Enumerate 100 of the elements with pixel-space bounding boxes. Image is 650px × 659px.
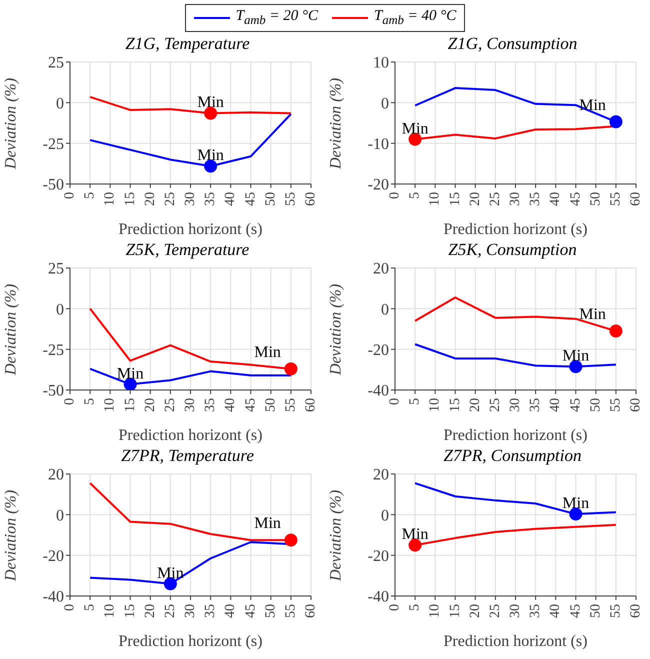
x-tick-label: 5 <box>408 192 423 199</box>
x-axis-title: Prediction horizont (s) <box>118 221 262 238</box>
annotation: Min <box>197 94 224 112</box>
y-tick-label: -20 <box>368 548 389 566</box>
chart-title: Z7PR, Temperature <box>120 446 255 466</box>
x-tick-label: 25 <box>162 604 178 618</box>
x-tick-label: 5 <box>82 398 98 405</box>
annotation: Min <box>197 147 224 164</box>
annotation: Min <box>254 344 281 361</box>
x-tick-label: 30 <box>508 192 523 206</box>
x-tick-label: 10 <box>428 604 443 618</box>
x-tick-label: 15 <box>448 192 463 206</box>
x-tick-label: 10 <box>428 192 443 206</box>
y-tick-label: 0 <box>381 507 389 524</box>
chart-title: Z1G, Consumption <box>446 34 578 54</box>
annotation: Min <box>402 120 428 138</box>
annotation: Min <box>562 348 590 365</box>
x-tick-label: 15 <box>122 604 138 618</box>
x-tick-label: 40 <box>223 398 238 412</box>
x-tick-label: 50 <box>588 192 604 206</box>
x-tick-label: 40 <box>223 604 238 618</box>
x-tick-label: 50 <box>263 398 278 412</box>
y-tick-label: -10 <box>368 136 389 154</box>
y-tick-label: 20 <box>48 466 64 484</box>
x-tick-label: 5 <box>408 604 423 611</box>
x-tick-label: 35 <box>528 398 544 412</box>
chart-title: Z7PR, Consumption <box>442 446 582 466</box>
x-tick-label: 15 <box>122 398 138 412</box>
x-tick-label: 45 <box>243 192 258 206</box>
x-tick-label: 20 <box>468 192 483 206</box>
x-tick-label: 35 <box>528 192 544 206</box>
chart-title: Z5K, Consumption <box>447 240 578 260</box>
x-axis-title: Prediction horizont (s) <box>444 633 588 650</box>
x-axis-title: Prediction horizont (s) <box>444 427 588 444</box>
x-tick-label: 30 <box>183 604 198 618</box>
x-tick-label: 35 <box>203 192 218 206</box>
y-tick-label: 10 <box>373 54 389 72</box>
x-tick-label: 10 <box>102 398 118 412</box>
x-tick-label: 50 <box>588 604 604 618</box>
y-axis-title: Deviation (%) <box>2 490 20 582</box>
x-tick-label: 40 <box>548 604 564 618</box>
x-tick-label: 0 <box>388 398 402 405</box>
x-tick-label: 20 <box>468 398 483 412</box>
x-tick-label: 55 <box>608 398 624 412</box>
x-tick-label: 15 <box>448 604 463 618</box>
annotation: Min <box>562 495 590 512</box>
x-tick-label: 0 <box>62 604 78 611</box>
y-tick-label: -40 <box>368 588 389 606</box>
x-tick-label: 40 <box>548 192 564 206</box>
x-tick-label: 55 <box>283 398 298 412</box>
x-tick-label: 50 <box>263 604 278 618</box>
x-tick-label: 55 <box>608 604 624 618</box>
annotation: Min <box>579 96 606 114</box>
x-tick-label: 40 <box>223 192 238 206</box>
x-tick-label: 25 <box>488 398 503 412</box>
x-tick-label: 50 <box>263 192 278 206</box>
x-tick-label: 45 <box>243 604 258 618</box>
y-tick-label: -25 <box>42 136 64 154</box>
x-tick-label: 25 <box>488 604 503 618</box>
x-tick-label: 15 <box>448 398 463 412</box>
x-tick-label: 50 <box>588 398 604 412</box>
x-tick-label: 30 <box>183 398 198 412</box>
chart-title: Z5K, Temperature <box>124 240 250 260</box>
x-tick-label: 10 <box>102 192 118 206</box>
y-tick-label: -25 <box>42 342 64 360</box>
x-tick-label: 25 <box>488 192 503 206</box>
x-tick-label: 35 <box>203 604 218 618</box>
y-tick-label: 0 <box>56 301 64 318</box>
y-axis-title: Deviation (%) <box>2 78 20 170</box>
x-tick-label: 45 <box>568 398 584 412</box>
y-axis-title: Deviation (%) <box>328 490 345 582</box>
x-tick-label: 20 <box>142 604 158 618</box>
x-tick-label: 55 <box>283 192 298 206</box>
x-tick-label: 60 <box>304 398 318 412</box>
y-axis-title: Deviation (%) <box>328 284 345 376</box>
y-tick-label: -50 <box>42 382 64 400</box>
annotation: Min <box>579 306 606 324</box>
y-tick-label: 25 <box>48 54 64 72</box>
x-tick-label: 55 <box>283 604 298 618</box>
x-tick-label: 60 <box>628 398 644 412</box>
y-tick-label: -40 <box>42 588 64 606</box>
x-axis-title: Prediction horizont (s) <box>118 633 262 650</box>
x-tick-label: 5 <box>408 398 423 405</box>
x-tick-label: 10 <box>102 604 118 618</box>
x-tick-label: 15 <box>122 192 138 206</box>
y-tick-label: 0 <box>381 301 389 318</box>
x-tick-label: 30 <box>508 604 523 618</box>
x-axis-title: Prediction horizont (s) <box>118 427 262 444</box>
y-tick-label: -20 <box>368 342 389 360</box>
annotation: Min <box>254 515 281 532</box>
annotation: Min <box>402 526 428 544</box>
x-tick-label: 60 <box>304 604 318 618</box>
x-tick-label: 0 <box>388 604 402 611</box>
x-tick-label: 35 <box>528 604 544 618</box>
y-tick-label: 0 <box>381 95 389 112</box>
x-tick-label: 0 <box>388 192 402 199</box>
x-tick-label: 20 <box>142 192 158 206</box>
x-tick-label: 30 <box>183 192 198 206</box>
x-tick-label: 25 <box>162 398 178 412</box>
y-tick-label: -20 <box>368 176 389 194</box>
